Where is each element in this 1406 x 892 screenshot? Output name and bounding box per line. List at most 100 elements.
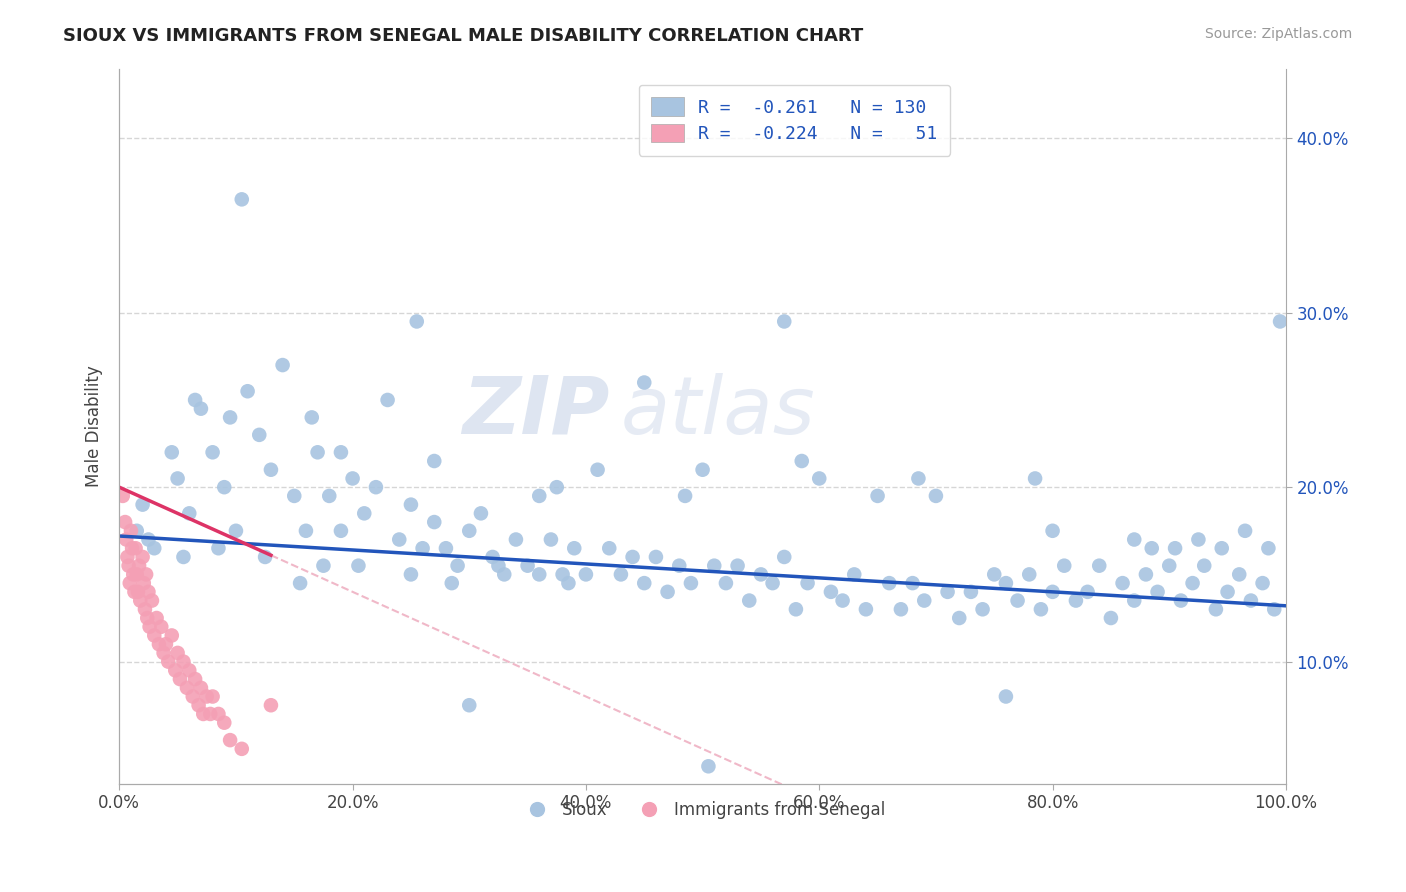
Point <box>214 715 236 730</box>
Point <box>190 681 212 695</box>
Point <box>231 742 253 756</box>
Point <box>749 567 772 582</box>
Point <box>160 628 183 642</box>
Point <box>342 471 364 485</box>
Point <box>138 533 160 547</box>
Point <box>470 507 492 521</box>
Point <box>347 558 370 573</box>
Point <box>1240 593 1263 607</box>
Point <box>1123 593 1146 607</box>
Point <box>152 646 174 660</box>
Point <box>187 698 209 713</box>
Point <box>236 384 259 399</box>
Point <box>831 593 853 607</box>
Point <box>1234 524 1257 538</box>
Point <box>488 558 510 573</box>
Point <box>172 549 194 564</box>
Point <box>890 602 912 616</box>
Point <box>866 489 889 503</box>
Point <box>960 585 983 599</box>
Point <box>184 392 207 407</box>
Point <box>301 410 323 425</box>
Point <box>207 706 229 721</box>
Point <box>219 410 242 425</box>
Point <box>231 192 253 206</box>
Point <box>446 558 468 573</box>
Point <box>1123 533 1146 547</box>
Point <box>727 558 749 573</box>
Point <box>692 463 714 477</box>
Point <box>125 524 148 538</box>
Point <box>901 576 924 591</box>
Point <box>785 602 807 616</box>
Point <box>1164 541 1187 556</box>
Point <box>118 576 141 591</box>
Point <box>143 541 166 556</box>
Point <box>399 567 422 582</box>
Point <box>925 489 948 503</box>
Point <box>1187 533 1209 547</box>
Point <box>157 655 180 669</box>
Point <box>844 567 866 582</box>
Point <box>124 585 146 599</box>
Point <box>254 549 277 564</box>
Point <box>128 558 150 573</box>
Point <box>121 541 143 556</box>
Point <box>127 585 149 599</box>
Point <box>714 576 737 591</box>
Point <box>575 567 598 582</box>
Point <box>329 524 352 538</box>
Point <box>134 602 156 616</box>
Point <box>562 541 585 556</box>
Point <box>796 576 818 591</box>
Point <box>260 698 283 713</box>
Point <box>138 620 160 634</box>
Point <box>169 672 191 686</box>
Point <box>207 541 229 556</box>
Point <box>166 646 188 660</box>
Point <box>117 549 139 564</box>
Point <box>621 549 644 564</box>
Point <box>179 507 201 521</box>
Point <box>125 567 148 582</box>
Point <box>1159 558 1181 573</box>
Point <box>155 637 177 651</box>
Y-axis label: Male Disability: Male Disability <box>86 365 103 487</box>
Point <box>494 567 516 582</box>
Point <box>657 585 679 599</box>
Point <box>117 558 139 573</box>
Point <box>405 314 427 328</box>
Point <box>633 576 655 591</box>
Point <box>586 463 609 477</box>
Point <box>529 567 551 582</box>
Point <box>673 489 696 503</box>
Point <box>1170 593 1192 607</box>
Point <box>115 533 138 547</box>
Point <box>983 567 1005 582</box>
Point <box>458 524 481 538</box>
Point <box>114 515 136 529</box>
Point <box>1146 585 1168 599</box>
Text: atlas: atlas <box>621 373 815 450</box>
Point <box>761 576 783 591</box>
Point <box>131 498 153 512</box>
Point <box>738 593 761 607</box>
Point <box>505 533 527 547</box>
Point <box>165 664 187 678</box>
Point <box>610 567 633 582</box>
Point <box>972 602 994 616</box>
Point <box>994 690 1017 704</box>
Point <box>1088 558 1111 573</box>
Point <box>166 471 188 485</box>
Point <box>1205 602 1227 616</box>
Point <box>1007 593 1029 607</box>
Point <box>353 507 375 521</box>
Point <box>124 541 146 556</box>
Point <box>936 585 959 599</box>
Point <box>1018 567 1040 582</box>
Point <box>1211 541 1233 556</box>
Point <box>1251 576 1274 591</box>
Point <box>1042 524 1064 538</box>
Point <box>181 690 204 704</box>
Text: SIOUX VS IMMIGRANTS FROM SENEGAL MALE DISABILITY CORRELATION CHART: SIOUX VS IMMIGRANTS FROM SENEGAL MALE DI… <box>63 27 863 45</box>
